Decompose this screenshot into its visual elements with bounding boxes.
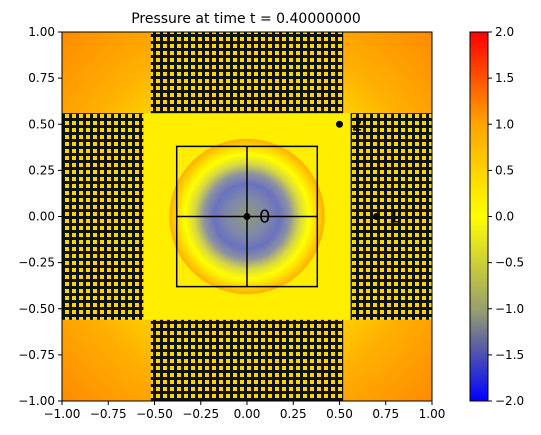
y-tick-label: 0.75 [28,71,55,85]
grid-block-left [62,113,144,320]
plot-area: 0 2 1 −1.00 −0.75 −0.50 −0.25 0.00 0.25 0.50 0.75 1… [18,25,445,421]
y-tick-label: −1.00 [18,394,55,408]
colorbar: 2.0 1.5 1.0 0.5 0.0 −0.5 −1.0 −1.5 −2.0 [469,25,524,408]
colorbar-tick-label: 1.0 [495,117,514,131]
point-label-2: 2 [352,114,363,135]
colorbar-tick-label: 0.0 [495,210,514,224]
colorbar-tick-label: −0.5 [495,256,524,270]
y-tick-label: 1.00 [28,25,55,39]
y-tick-label: −0.50 [18,302,55,316]
point-1 [373,213,380,220]
colorbar-bar [469,31,489,402]
x-tick-label: 0.50 [326,407,353,421]
y-tick-label: 0.25 [28,163,55,177]
point-label-1: 1 [389,207,400,228]
y-tick-label: 0.50 [28,117,55,131]
point-0 [243,213,251,220]
x-tick-label: −0.25 [182,407,219,421]
grid-block-bottom [150,319,344,401]
x-tick-label: −0.75 [90,407,127,421]
grid-block-top [150,32,344,114]
chart-title: Pressure at time t = 0.40000000 [131,11,361,27]
point-label-0: 0 [259,207,270,228]
colorbar-tick-label: −1.0 [495,302,524,316]
y-tick-label: −0.25 [18,256,55,270]
y-tick-label: −0.75 [18,348,55,362]
colorbar-tick-label: −2.0 [495,394,524,408]
x-tick-label: 0.75 [372,407,399,421]
point-2 [336,120,343,128]
colorbar-tick-label: 1.5 [495,71,514,85]
colorbar-tick-label: 0.5 [495,163,514,177]
colorbar-tick-label: −1.5 [495,348,524,362]
x-tick-label: 0.00 [234,407,261,421]
x-tick-label: 1.00 [419,407,446,421]
grid-block-right [350,113,432,320]
x-tick-label: −1.00 [44,407,81,421]
x-tick-label: 0.25 [280,407,307,421]
x-tick-label: −0.50 [136,407,173,421]
y-tick-label: 0.00 [28,210,55,224]
colorbar-tick-label: 2.0 [495,25,514,39]
